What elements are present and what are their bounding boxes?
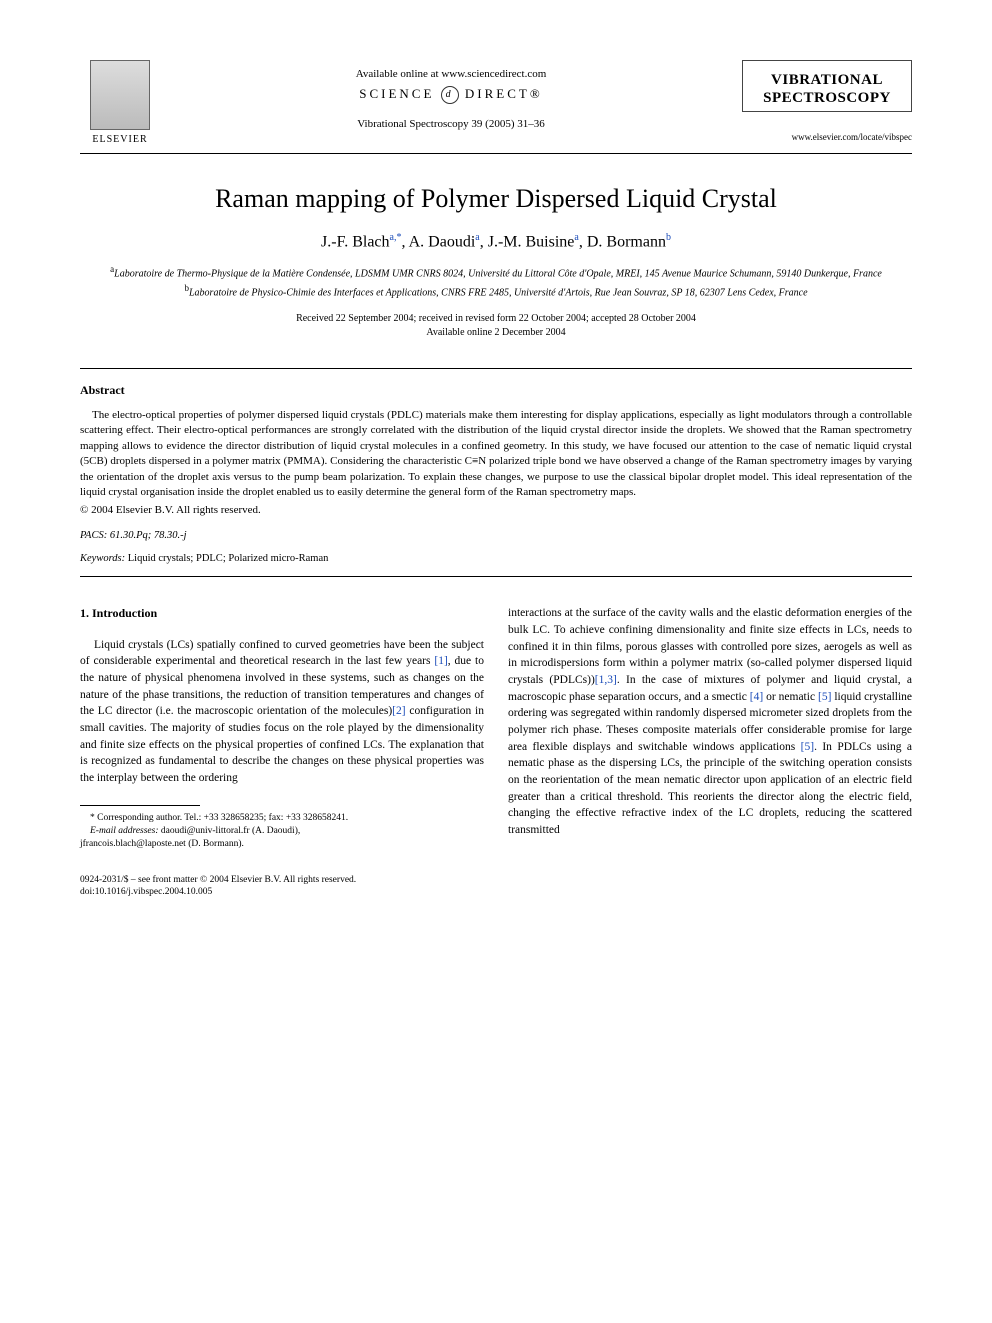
sd-right: DIRECT®	[465, 86, 543, 101]
sd-symbol-icon: d	[441, 86, 459, 104]
email-2: jfrancois.blach@laposte.net (D. Bormann)…	[80, 838, 484, 851]
sd-left: SCIENCE	[359, 86, 434, 101]
keywords-value: Liquid crystals; PDLC; Polarized micro-R…	[128, 553, 329, 564]
intro-paragraph-right: interactions at the surface of the cavit…	[508, 605, 912, 838]
publisher-name: ELSEVIER	[92, 134, 147, 145]
abstract-top-rule	[80, 368, 912, 369]
pacs-label: PACS:	[80, 530, 107, 541]
header-center: Available online at www.sciencedirect.co…	[160, 60, 742, 130]
sciencedirect-logo: SCIENCE d DIRECT®	[160, 86, 742, 104]
article-body: 1. Introduction Liquid crystals (LCs) sp…	[80, 605, 912, 851]
keywords-label: Keywords:	[80, 553, 125, 564]
author-list: J.-F. Blacha,*, A. Daoudia, J.-M. Buisin…	[80, 232, 912, 251]
footer-doi: doi:10.1016/j.vibspec.2004.10.005	[80, 886, 912, 899]
email-1: daoudi@univ-littoral.fr (A. Daoudi),	[161, 826, 300, 836]
intro-paragraph-left: Liquid crystals (LCs) spatially confined…	[80, 637, 484, 787]
corresponding-author-note: * Corresponding author. Tel.: +33 328658…	[80, 812, 484, 825]
abstract-bottom-rule	[80, 576, 912, 577]
journal-title-container: VIBRATIONAL SPECTROSCOPY www.elsevier.co…	[742, 60, 912, 142]
publisher-logo-block: ELSEVIER	[80, 60, 160, 145]
pacs-line: PACS: 61.30.Pq; 78.30.-j	[80, 530, 912, 541]
article-title: Raman mapping of Polymer Dispersed Liqui…	[80, 184, 912, 214]
dates-available: Available online 2 December 2004	[80, 326, 912, 340]
abstract-heading: Abstract	[80, 383, 912, 398]
article-dates: Received 22 September 2004; received in …	[80, 312, 912, 340]
available-online-text: Available online at www.sciencedirect.co…	[160, 68, 742, 80]
email-label: E-mail addresses:	[90, 826, 159, 836]
page-header: ELSEVIER Available online at www.science…	[80, 60, 912, 145]
email-addresses: E-mail addresses: daoudi@univ-littoral.f…	[80, 825, 484, 838]
affiliations: aLaboratoire de Thermo-Physique de la Ma…	[80, 263, 912, 300]
left-column: 1. Introduction Liquid crystals (LCs) sp…	[80, 605, 484, 851]
journal-title-line1: VIBRATIONAL	[751, 71, 903, 89]
right-column: interactions at the surface of the cavit…	[508, 605, 912, 851]
section-1-heading: 1. Introduction	[80, 605, 484, 622]
header-divider	[80, 153, 912, 154]
journal-reference: Vibrational Spectroscopy 39 (2005) 31–36	[160, 118, 742, 130]
dates-received: Received 22 September 2004; received in …	[80, 312, 912, 326]
footer-meta: 0924-2031/$ – see front matter © 2004 El…	[80, 874, 912, 900]
journal-title-line2: SPECTROSCOPY	[751, 89, 903, 107]
elsevier-tree-icon	[90, 60, 150, 130]
journal-title-box: VIBRATIONAL SPECTROSCOPY	[742, 60, 912, 112]
footnote-divider	[80, 805, 200, 806]
footer-issn-copyright: 0924-2031/$ – see front matter © 2004 El…	[80, 874, 912, 887]
abstract-body: The electro-optical properties of polyme…	[80, 408, 912, 500]
journal-url: www.elsevier.com/locate/vibspec	[742, 132, 912, 142]
pacs-value: 61.30.Pq; 78.30.-j	[110, 530, 187, 541]
abstract-copyright: © 2004 Elsevier B.V. All rights reserved…	[80, 504, 912, 516]
keywords-line: Keywords: Liquid crystals; PDLC; Polariz…	[80, 553, 912, 564]
